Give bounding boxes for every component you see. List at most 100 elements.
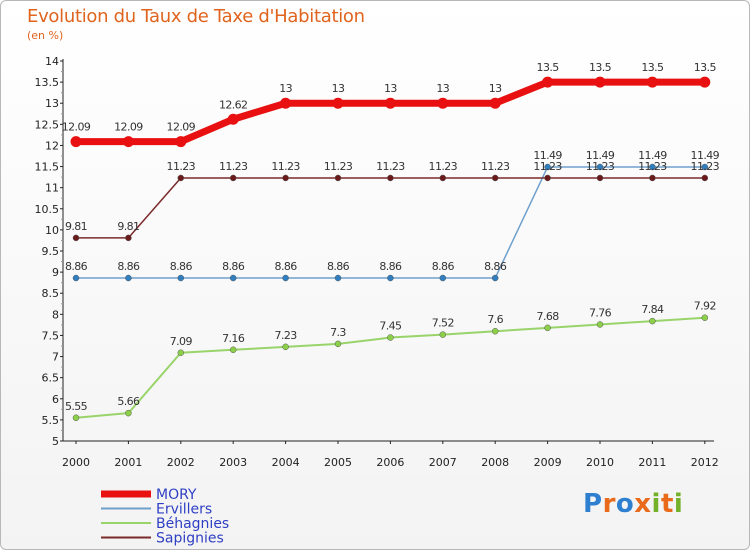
data-point-ervillers	[334, 274, 342, 282]
data-label-sapignies: 11.23	[533, 160, 562, 173]
y-tick-label: 12.5	[35, 118, 60, 131]
data-label-mory: 12.09	[167, 121, 196, 134]
data-label-bhagnies: 5.55	[65, 400, 88, 413]
data-point-bhagnies	[701, 314, 709, 321]
x-tick-label: 2000	[62, 456, 90, 469]
data-point-ervillers	[701, 163, 709, 171]
x-tick-label: 2012	[691, 456, 719, 469]
y-tick-label: 13.5	[35, 76, 60, 89]
data-label-mory: 13	[384, 82, 397, 95]
data-point-sapignies	[596, 174, 604, 182]
data-point-sapignies	[544, 174, 551, 182]
logo-letter: o	[615, 489, 635, 519]
data-label-mory: 13	[279, 82, 292, 95]
data-point-sapignies	[125, 234, 132, 242]
data-point-sapignies	[649, 174, 656, 182]
data-point-bhagnies	[72, 414, 80, 422]
data-label-sapignies: 11.23	[324, 160, 353, 173]
data-label-ervillers: 8.86	[327, 260, 350, 273]
y-tick-label: 14	[45, 55, 59, 68]
data-point-ervillers	[177, 274, 185, 282]
series-line-bhagnies	[75, 316, 705, 419]
data-label-sapignies: 11.23	[271, 160, 300, 173]
data-label-sapignies: 9.81	[65, 220, 87, 233]
x-tick-label: 2001	[114, 456, 142, 469]
legend-label-sapignies: Sapignies	[156, 531, 224, 547]
data-label-bhagnies: 7.3	[330, 326, 346, 339]
y-tick-label: 8.5	[42, 287, 60, 300]
data-point-ervillers	[125, 274, 132, 282]
data-point-mory	[227, 113, 239, 125]
data-label-ervillers: 8.86	[275, 260, 298, 273]
data-label-ervillers: 8.86	[170, 260, 193, 273]
logo-letter: i	[651, 489, 661, 519]
y-tick-label: 10	[45, 224, 59, 237]
y-tick-label: 13	[45, 97, 59, 110]
data-point-bhagnies	[125, 409, 132, 417]
data-label-mory: 12.09	[114, 121, 143, 134]
y-tick-label: 12	[45, 139, 59, 152]
x-tick-label: 2003	[219, 456, 247, 469]
data-label-sapignies: 11.23	[167, 160, 196, 173]
x-tick-label: 2010	[586, 456, 614, 469]
logo-letter: r	[602, 489, 616, 519]
y-tick-label: 11.5	[35, 161, 60, 174]
data-point-sapignies	[177, 174, 185, 182]
data-point-mory	[70, 136, 82, 148]
data-point-mory	[122, 136, 134, 148]
data-point-bhagnies	[387, 334, 394, 341]
data-point-ervillers	[387, 274, 394, 282]
y-tick-label: 5.5	[42, 414, 60, 427]
data-label-mory: 13	[436, 82, 449, 95]
data-point-ervillers	[229, 274, 237, 282]
data-label-ervillers: 11.49	[638, 149, 667, 162]
x-tick-label: 2005	[324, 456, 352, 469]
data-label-ervillers: 8.86	[117, 260, 140, 273]
data-label-mory: 13.5	[537, 61, 560, 74]
y-tick-label: 5	[52, 435, 59, 448]
data-point-mory	[542, 76, 554, 88]
logo-letter: P	[583, 489, 603, 519]
data-label-ervillers: 11.49	[586, 149, 615, 162]
data-label-bhagnies: 7.45	[379, 320, 402, 333]
data-label-bhagnies: 5.66	[117, 395, 140, 408]
data-point-sapignies	[701, 174, 709, 182]
data-point-bhagnies	[491, 327, 499, 335]
data-label-ervillers: 8.86	[432, 260, 455, 273]
data-point-bhagnies	[649, 317, 656, 325]
x-tick-label: 2002	[167, 456, 195, 469]
data-point-bhagnies	[282, 343, 289, 351]
logo-letter: x	[634, 489, 652, 519]
data-label-sapignies: 11.23	[219, 160, 248, 173]
data-point-ervillers	[596, 163, 604, 171]
data-label-ervillers: 8.86	[484, 260, 507, 273]
data-label-bhagnies: 7.68	[537, 310, 560, 323]
data-label-sapignies: 11.23	[376, 160, 405, 173]
x-tick-label: 2004	[272, 456, 300, 469]
data-point-ervillers	[544, 163, 551, 171]
y-tick-label: 7	[52, 351, 59, 364]
data-label-sapignies: 11.23	[638, 160, 667, 173]
data-point-mory	[175, 136, 187, 148]
data-label-mory: 13.5	[641, 61, 664, 74]
data-point-mory	[699, 76, 711, 88]
data-point-mory	[646, 76, 658, 88]
data-point-sapignies	[229, 174, 237, 182]
data-point-bhagnies	[177, 349, 185, 357]
x-tick-label: 2007	[429, 456, 457, 469]
data-label-ervillers: 11.49	[533, 149, 562, 162]
chart-title: Evolution du Taux de Taxe d'Habitation	[27, 6, 365, 27]
legend-label-mory: MORY	[156, 487, 197, 503]
data-point-sapignies	[72, 234, 80, 242]
y-tick-label: 6	[52, 393, 59, 406]
data-point-sapignies	[491, 174, 499, 182]
x-tick-label: 2006	[376, 456, 404, 469]
logo-letter: i	[673, 489, 684, 519]
x-tick-label: 2011	[638, 456, 666, 469]
data-label-sapignies: 11.23	[586, 160, 615, 173]
data-label-mory: 13.5	[694, 61, 717, 74]
data-label-sapignies: 11.23	[691, 160, 720, 173]
data-point-mory	[384, 97, 396, 109]
